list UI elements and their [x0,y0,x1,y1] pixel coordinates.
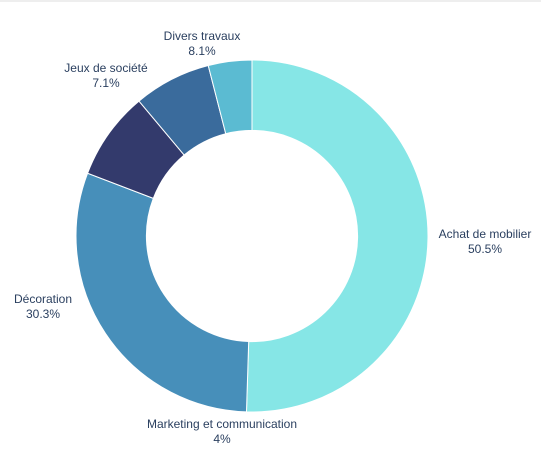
slice-label-name: Divers travaux [164,29,241,43]
donut-slice-decoration[interactable] [75,172,250,413]
slice-label-marketing-et-communication: Marketing et communication 4% [147,417,297,446]
slice-label-decoration: Décoration 30.3% [14,292,72,321]
slice-label-percent: 7.1% [92,76,120,90]
slice-label-name: Achat de mobilier [439,227,532,241]
donut-slice-marketing-et-communication[interactable] [207,59,253,135]
top-divider [0,0,541,2]
donut-slice-achat-de-mobilier[interactable] [245,59,429,413]
slice-label-divers-travaux: Divers travaux 8.1% [164,29,241,58]
slice-label-percent: 30.3% [26,307,60,321]
slice-label-percent: 50.5% [468,242,502,256]
slice-label-name: Jeux de société [64,61,148,75]
slice-label-jeux-de-societe: Jeux de société 7.1% [64,61,148,90]
slice-label-name: Marketing et communication [147,417,297,431]
slice-label-achat-de-mobilier: Achat de mobilier 50.5% [439,227,532,256]
slice-label-name: Décoration [14,292,72,306]
donut-slices [75,59,429,413]
slice-label-percent: 4% [213,432,231,446]
slice-label-percent: 8.1% [188,44,216,58]
donut-labels: Achat de mobilier 50.5% Décoration 30.3% Div… [14,29,531,446]
